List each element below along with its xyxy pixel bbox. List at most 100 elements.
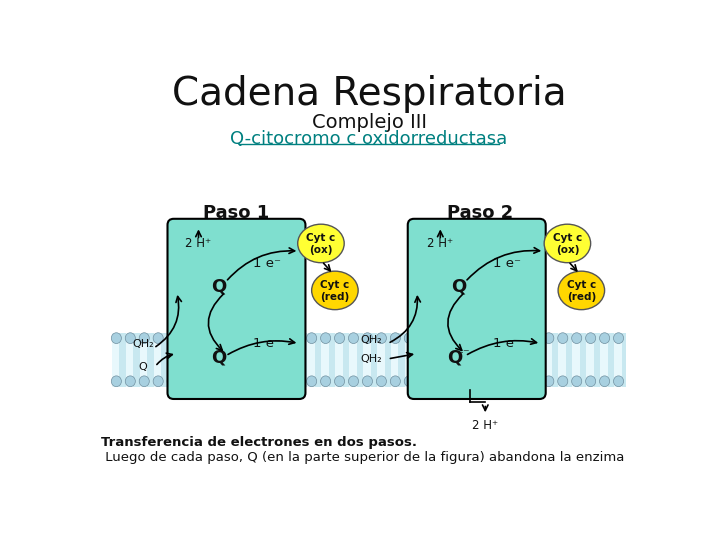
Bar: [516, 333, 524, 387]
Ellipse shape: [488, 333, 498, 343]
Bar: [140, 333, 148, 387]
Ellipse shape: [390, 376, 400, 387]
Ellipse shape: [362, 333, 372, 343]
Text: Transferencia de electrones en dos pasos.: Transferencia de electrones en dos pasos…: [101, 436, 417, 449]
Text: Q: Q: [211, 278, 226, 295]
Ellipse shape: [312, 271, 358, 309]
Ellipse shape: [613, 333, 624, 343]
Ellipse shape: [112, 376, 122, 387]
Bar: [391, 333, 398, 387]
Bar: [377, 333, 384, 387]
Bar: [349, 333, 356, 387]
Ellipse shape: [320, 376, 330, 387]
Ellipse shape: [572, 376, 582, 387]
Bar: [488, 333, 496, 387]
Ellipse shape: [279, 333, 289, 343]
Bar: [600, 333, 608, 387]
Ellipse shape: [488, 376, 498, 387]
Text: QH₂: QH₂: [361, 354, 382, 364]
Bar: [335, 333, 343, 387]
Ellipse shape: [223, 376, 233, 387]
Ellipse shape: [446, 333, 456, 343]
Bar: [586, 333, 594, 387]
Bar: [293, 333, 301, 387]
Bar: [363, 333, 371, 387]
Text: 2 H⁺: 2 H⁺: [186, 237, 212, 250]
Ellipse shape: [585, 376, 595, 387]
Ellipse shape: [600, 376, 610, 387]
Text: (red): (red): [567, 292, 596, 301]
Bar: [544, 333, 552, 387]
Bar: [558, 333, 566, 387]
Ellipse shape: [572, 333, 582, 343]
Ellipse shape: [432, 333, 442, 343]
Text: Q-citocromo c oxidorreductasa: Q-citocromo c oxidorreductasa: [230, 131, 508, 149]
Ellipse shape: [404, 376, 414, 387]
Bar: [433, 333, 441, 387]
Bar: [181, 333, 189, 387]
Ellipse shape: [292, 333, 302, 343]
Ellipse shape: [209, 333, 219, 343]
Ellipse shape: [125, 333, 135, 343]
Ellipse shape: [544, 224, 590, 262]
Ellipse shape: [348, 333, 359, 343]
Bar: [223, 333, 231, 387]
Bar: [279, 333, 287, 387]
Ellipse shape: [362, 376, 372, 387]
Ellipse shape: [237, 376, 247, 387]
Ellipse shape: [530, 333, 540, 343]
Bar: [530, 333, 538, 387]
Ellipse shape: [251, 333, 261, 343]
Ellipse shape: [585, 333, 595, 343]
Bar: [112, 333, 120, 387]
Ellipse shape: [446, 376, 456, 387]
Text: Cadena Respiratoria: Cadena Respiratoria: [171, 75, 567, 113]
FancyBboxPatch shape: [408, 219, 546, 399]
Bar: [614, 333, 621, 387]
Text: Paso 1: Paso 1: [203, 205, 269, 222]
Bar: [572, 333, 580, 387]
Bar: [503, 333, 510, 387]
Text: (red): (red): [320, 292, 349, 301]
Ellipse shape: [544, 376, 554, 387]
Ellipse shape: [335, 376, 345, 387]
Bar: [307, 333, 315, 387]
Bar: [238, 333, 245, 387]
Bar: [405, 333, 413, 387]
Ellipse shape: [530, 376, 540, 387]
Ellipse shape: [474, 376, 484, 387]
Ellipse shape: [279, 376, 289, 387]
Ellipse shape: [613, 376, 624, 387]
Text: Q: Q: [138, 362, 147, 373]
Bar: [461, 333, 468, 387]
Ellipse shape: [460, 376, 470, 387]
Ellipse shape: [125, 376, 135, 387]
Ellipse shape: [558, 271, 605, 309]
Bar: [126, 333, 133, 387]
Bar: [210, 333, 217, 387]
Ellipse shape: [167, 333, 177, 343]
Ellipse shape: [377, 376, 387, 387]
Ellipse shape: [502, 376, 512, 387]
Ellipse shape: [265, 376, 275, 387]
Ellipse shape: [292, 376, 302, 387]
Bar: [251, 333, 259, 387]
Ellipse shape: [251, 376, 261, 387]
Text: Q: Q: [446, 348, 462, 367]
Ellipse shape: [297, 224, 344, 262]
Text: 2 H⁺: 2 H⁺: [427, 237, 454, 250]
Ellipse shape: [153, 333, 163, 343]
Ellipse shape: [544, 333, 554, 343]
Ellipse shape: [516, 376, 526, 387]
Ellipse shape: [558, 333, 568, 343]
Ellipse shape: [558, 376, 568, 387]
Text: 1 e⁻: 1 e⁻: [253, 257, 281, 270]
Ellipse shape: [307, 333, 317, 343]
Ellipse shape: [320, 333, 330, 343]
Text: 2 H⁺: 2 H⁺: [472, 418, 498, 431]
Text: Paso 2: Paso 2: [447, 205, 514, 222]
Text: ·⁻: ·⁻: [460, 347, 470, 360]
Ellipse shape: [181, 333, 191, 343]
Ellipse shape: [474, 333, 484, 343]
Text: 1 e⁻: 1 e⁻: [253, 337, 281, 350]
